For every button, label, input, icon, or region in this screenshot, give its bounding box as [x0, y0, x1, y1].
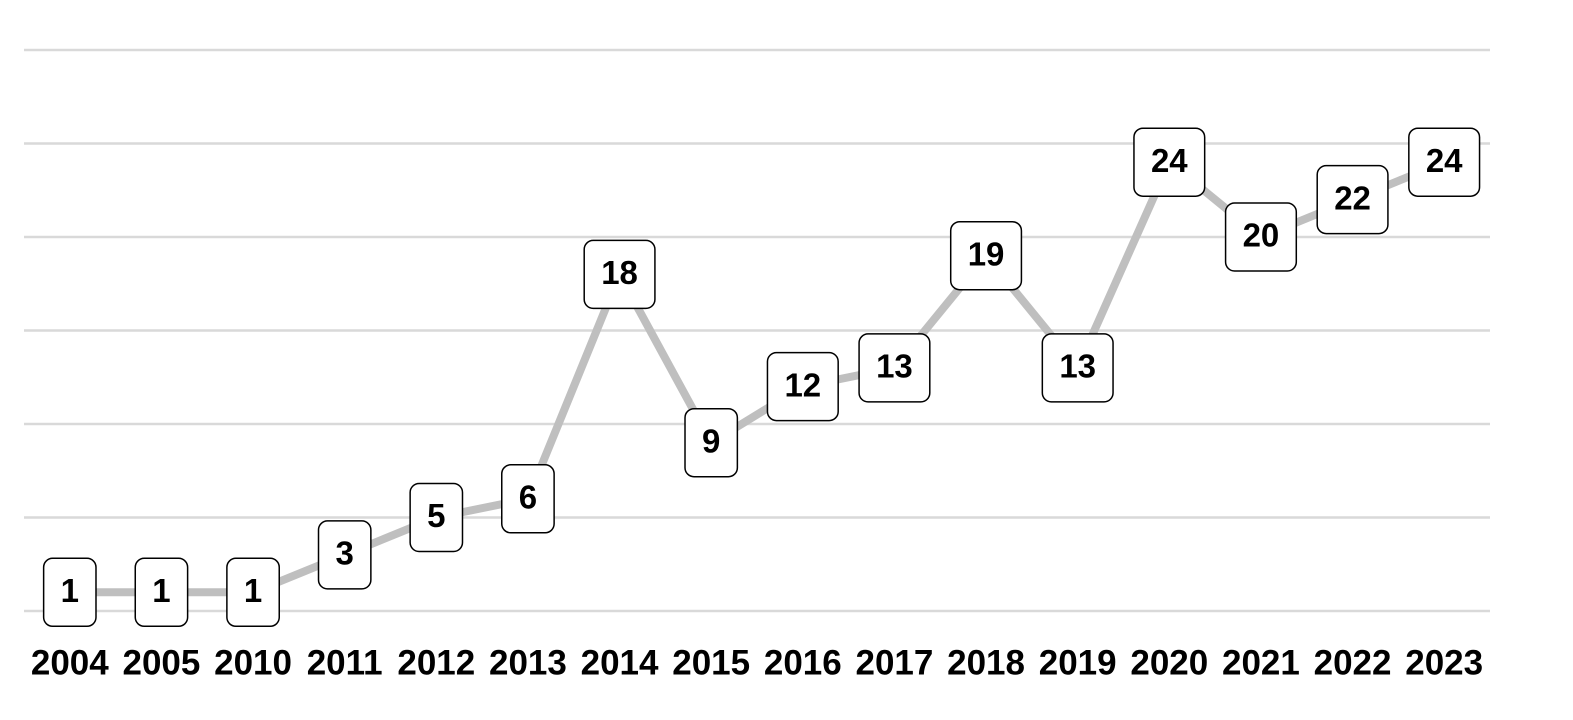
data-label-box — [583, 239, 656, 310]
data-label: 20 — [1243, 217, 1280, 254]
data-label: 24 — [1151, 142, 1188, 179]
data-label-box — [226, 557, 280, 628]
data-label: 22 — [1334, 179, 1371, 216]
data-label-box — [317, 520, 372, 590]
x-tick-label: 2005 — [123, 643, 201, 682]
x-tick-label: 2017 — [856, 643, 934, 682]
data-label-box — [134, 557, 189, 628]
x-tick-label: 2021 — [1222, 643, 1300, 682]
data-label: 1 — [152, 572, 170, 609]
x-tick-label: 2011 — [307, 643, 383, 682]
data-label: 6 — [519, 479, 537, 516]
x-tick-label: 2018 — [947, 643, 1025, 682]
data-label: 24 — [1426, 142, 1463, 179]
data-label: 3 — [336, 535, 354, 572]
x-tick-label: 2016 — [764, 643, 842, 682]
line — [69, 158, 1446, 597]
data-label: 1 — [61, 572, 79, 609]
data-label-box — [949, 220, 1023, 291]
data-label: 9 — [702, 422, 720, 459]
x-tick-label: 2010 — [214, 643, 292, 682]
data-label-box — [409, 482, 464, 553]
data-label-box — [1041, 333, 1114, 403]
x-tick-label: 2022 — [1314, 643, 1392, 682]
data-label: 1 — [244, 572, 262, 609]
data-label-box — [684, 407, 739, 478]
data-label: 13 — [1059, 348, 1096, 385]
data-label-box — [42, 557, 97, 628]
data-label: 13 — [876, 348, 913, 385]
data-label: 12 — [784, 366, 821, 403]
data-label-box — [1224, 202, 1298, 272]
x-tick-label: 2012 — [397, 643, 475, 682]
data-label-box — [1408, 127, 1481, 197]
data-label-box — [858, 333, 931, 403]
data-label-box — [501, 464, 555, 534]
data-label-box — [1316, 164, 1389, 235]
x-tick-label: 2013 — [489, 643, 567, 682]
data-label: 19 — [968, 235, 1005, 272]
data-label: 18 — [601, 254, 638, 291]
x-tick-label: 2020 — [1130, 643, 1208, 682]
data-label-box — [766, 351, 839, 422]
x-tick-label: 2015 — [672, 643, 750, 682]
x-tick-label: 2004 — [31, 643, 109, 682]
x-tick-label: 2019 — [1039, 643, 1117, 682]
x-tick-label: 2014 — [581, 643, 659, 682]
data-label-box — [1133, 127, 1206, 197]
x-tick-label: 2023 — [1405, 643, 1483, 682]
data-label: 5 — [427, 497, 445, 534]
